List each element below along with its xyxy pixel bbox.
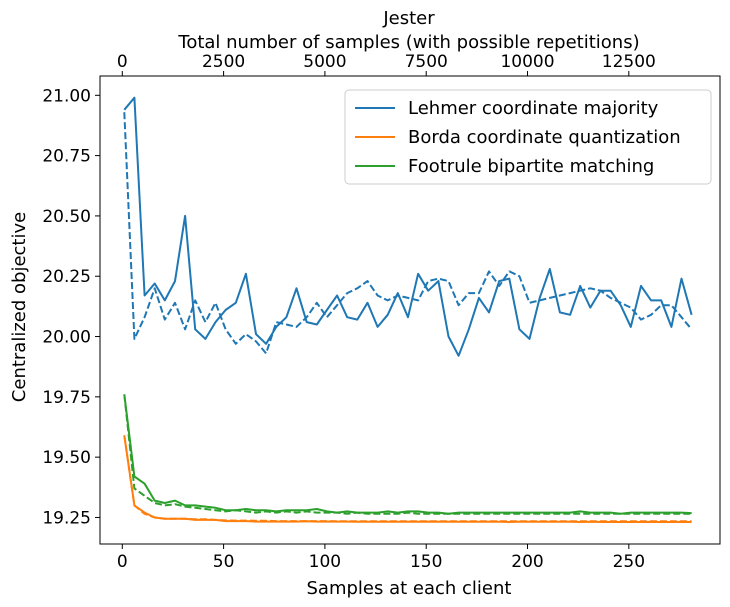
series-line-dashed xyxy=(123,435,692,523)
y-tick-label: 20.00 xyxy=(42,328,91,348)
top-x-tick-label: 2500 xyxy=(202,52,245,72)
top-x-tick-label: 10000 xyxy=(500,52,554,72)
x-tick-label: 50 xyxy=(213,552,235,572)
legend-label: Lehmer coordinate majority xyxy=(408,98,659,119)
y-tick-label: 19.75 xyxy=(42,388,91,408)
top-x-tick-label: 5000 xyxy=(303,52,346,72)
top-x-tick-label: 12500 xyxy=(602,52,656,72)
y-tick-label: 19.25 xyxy=(42,508,91,528)
series-line xyxy=(123,435,692,523)
y-tick-label: 20.50 xyxy=(42,207,91,227)
legend: Lehmer coordinate majority Borda coordina… xyxy=(344,89,712,185)
top-x-axis-label: Total number of samples (with possible r… xyxy=(177,32,639,53)
plot-area xyxy=(123,96,693,523)
x-tick-label: 100 xyxy=(309,552,341,572)
series-line-dashed xyxy=(123,112,693,355)
x-axis-label: Samples at each client xyxy=(307,578,512,599)
x-tick-label: 200 xyxy=(511,552,543,572)
y-axis-label: Centralized objective xyxy=(9,212,30,402)
y-tick-label: 19.50 xyxy=(42,448,91,468)
series-line-dashed xyxy=(123,394,692,515)
legend-box xyxy=(344,89,712,185)
chart-title: Jester xyxy=(382,8,435,29)
x-tick-label: 0 xyxy=(117,552,128,572)
x-tick-label: 150 xyxy=(410,552,442,572)
plot-frame xyxy=(99,75,721,545)
x-tick-label: 250 xyxy=(613,552,645,572)
series-line xyxy=(123,394,692,515)
legend-label: Borda coordinate quantization xyxy=(408,127,681,148)
legend-label: Footrule bipartite matching xyxy=(408,156,654,177)
series-line xyxy=(123,96,693,357)
top-x-tick-label: 0 xyxy=(117,52,128,72)
y-tick-label: 20.75 xyxy=(42,147,91,167)
y-tick-label: 21.00 xyxy=(42,86,91,106)
y-tick-label: 20.25 xyxy=(42,267,91,287)
axis-ticks: 0 50 100 150 200 2500 2500 5000 7500 10000 1250019… xyxy=(42,52,656,572)
top-x-tick-label: 7500 xyxy=(405,52,448,72)
